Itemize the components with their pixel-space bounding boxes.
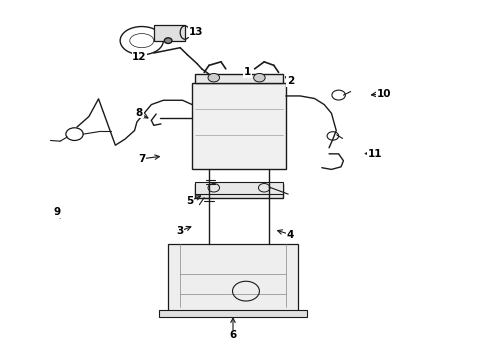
Circle shape (208, 73, 220, 82)
Text: 6: 6 (229, 330, 237, 340)
Text: 12: 12 (132, 52, 147, 62)
Text: 13: 13 (189, 27, 203, 37)
Bar (159, 310, 307, 317)
Text: 2: 2 (287, 76, 294, 86)
Text: 10: 10 (377, 89, 392, 99)
Text: 1: 1 (244, 67, 251, 77)
Text: 7: 7 (138, 154, 146, 164)
Bar (192, 83, 286, 170)
Text: 11: 11 (368, 149, 382, 158)
Text: 8: 8 (136, 108, 143, 118)
Text: 5: 5 (186, 196, 194, 206)
Bar (154, 25, 185, 41)
Bar (195, 184, 283, 198)
Bar (195, 182, 283, 194)
Bar (168, 243, 298, 311)
Text: 9: 9 (53, 207, 60, 217)
Circle shape (164, 38, 172, 44)
Bar (195, 74, 283, 83)
Text: 3: 3 (176, 226, 184, 236)
Circle shape (254, 73, 265, 82)
Text: 4: 4 (287, 230, 294, 240)
